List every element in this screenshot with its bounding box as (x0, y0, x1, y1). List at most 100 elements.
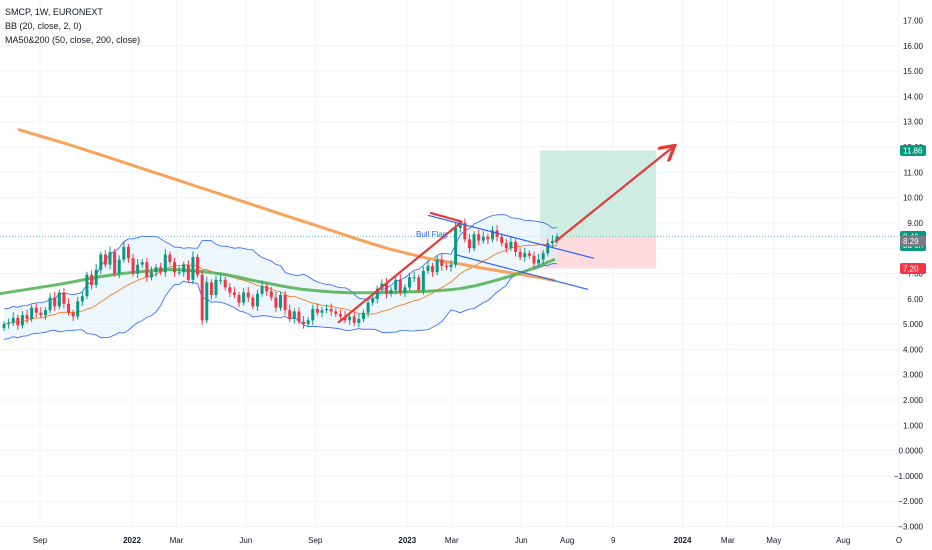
candle-body (394, 279, 398, 290)
price-tick-label: 9.00 (907, 219, 923, 228)
candle-body (265, 286, 269, 292)
candle-body (182, 264, 186, 273)
price-tag[interactable]: 11.86 (900, 145, 926, 157)
time-tick-label: Aug (836, 536, 850, 545)
candle-body (357, 319, 361, 323)
bb-basis (3, 243, 558, 325)
target-zone[interactable] (540, 150, 657, 237)
price-tick-label: 16.00 (903, 42, 924, 51)
candle-body (472, 234, 476, 249)
candle-body (274, 297, 278, 308)
candle-body (103, 254, 107, 265)
time-tick-label: Mar (445, 536, 459, 545)
stop-zone[interactable] (540, 236, 657, 269)
candle-body (403, 287, 407, 293)
time-tick-label: Mar (170, 536, 184, 545)
time-tick-label: 2023 (398, 536, 416, 545)
flag-upper-line[interactable] (427, 214, 595, 259)
drawings[interactable] (337, 147, 673, 324)
candle-body (90, 274, 94, 285)
candle-body (136, 264, 140, 274)
candle-body (532, 255, 536, 264)
candle-body (117, 259, 121, 274)
target-arrow[interactable] (554, 147, 673, 243)
candle-body (467, 239, 471, 249)
candle-body (361, 312, 365, 320)
candle-body (463, 222, 467, 240)
candle-body (283, 295, 287, 311)
time-axis[interactable]: Sep 2022 Mar Jun Sep 2023 Mar Jun Aug 9 2024 Mar May… (33, 536, 902, 545)
flag-lower-line[interactable] (454, 253, 589, 291)
candle-body (260, 286, 264, 294)
candle-body (541, 253, 545, 260)
candle-body (57, 292, 61, 307)
price-tick-label: 1.000 (903, 421, 924, 430)
candle-body (315, 308, 319, 313)
candle-body (246, 292, 250, 298)
candle-body (320, 310, 324, 313)
candle-body (389, 289, 393, 294)
candle-body (200, 274, 204, 321)
candle-body (43, 310, 47, 316)
time-tick-label: Jun (239, 536, 252, 545)
candle-body (20, 315, 24, 326)
time-tick-label: Sep (33, 536, 48, 545)
price-tick-label: −1.0000 (894, 472, 924, 481)
price-axis[interactable]: 16.0015.0014.0013.0012.0011.0010.009.008… (894, 17, 926, 532)
candle-body (348, 316, 352, 321)
candle-body (412, 277, 416, 279)
candle-body (159, 267, 163, 273)
price-tag[interactable]: 8.29 (900, 235, 926, 247)
price-tick-label: 11.00 (904, 168, 924, 177)
candle-body (219, 279, 223, 281)
candle-body (514, 241, 518, 252)
price-tag[interactable]: 7.20 (900, 262, 926, 274)
candle-body (2, 324, 6, 328)
time-tick-label: O (896, 536, 902, 545)
candle-body (490, 230, 494, 240)
candle-body (16, 317, 20, 326)
candle-body (431, 265, 435, 273)
candle-body (500, 236, 504, 244)
candle-body (76, 301, 80, 317)
candle-body (168, 254, 172, 263)
candle-body (444, 265, 448, 268)
candle-body (232, 292, 236, 296)
price-tag-bg (900, 262, 926, 274)
candle-body (48, 297, 52, 311)
candle-body (546, 243, 550, 254)
candle-body (297, 311, 301, 322)
time-tick-label: Mar (721, 536, 735, 545)
candle-body (325, 308, 329, 311)
impulse-arrow[interactable] (337, 220, 463, 324)
legend-symbol[interactable]: SMCP, 1W, EURONEXT (5, 7, 103, 17)
price-tick-label: 13.00 (903, 118, 924, 127)
candle-body (53, 297, 57, 307)
legend-ma[interactable]: MA50&200 (50, close, 200, close) (5, 35, 141, 45)
candle-body (237, 295, 241, 303)
time-tick-label: Jun (515, 536, 528, 545)
price-tick-label: 2.000 (903, 396, 924, 405)
price-tick-label: 7.00 (907, 270, 923, 279)
legend-bb[interactable]: BB (20, close, 2, 0) (5, 21, 82, 31)
candle-body (196, 257, 200, 275)
candle-body (209, 282, 213, 296)
candle-body (481, 236, 485, 241)
candle-body (398, 279, 402, 293)
candle-body (186, 264, 190, 280)
candle-body (292, 311, 296, 320)
candle-body (504, 243, 508, 249)
candle-body (251, 297, 255, 307)
candle-body (145, 262, 149, 278)
candle-body (34, 307, 38, 313)
candle-body (417, 277, 421, 290)
price-tick-label: 6.00 (907, 295, 923, 304)
candle-body (113, 251, 117, 274)
candle-body (458, 222, 462, 228)
candle-body (537, 259, 541, 264)
candles (2, 218, 559, 331)
candle-body (25, 315, 29, 320)
candle-body (384, 283, 388, 294)
time-tick-label: 2022 (123, 536, 141, 545)
